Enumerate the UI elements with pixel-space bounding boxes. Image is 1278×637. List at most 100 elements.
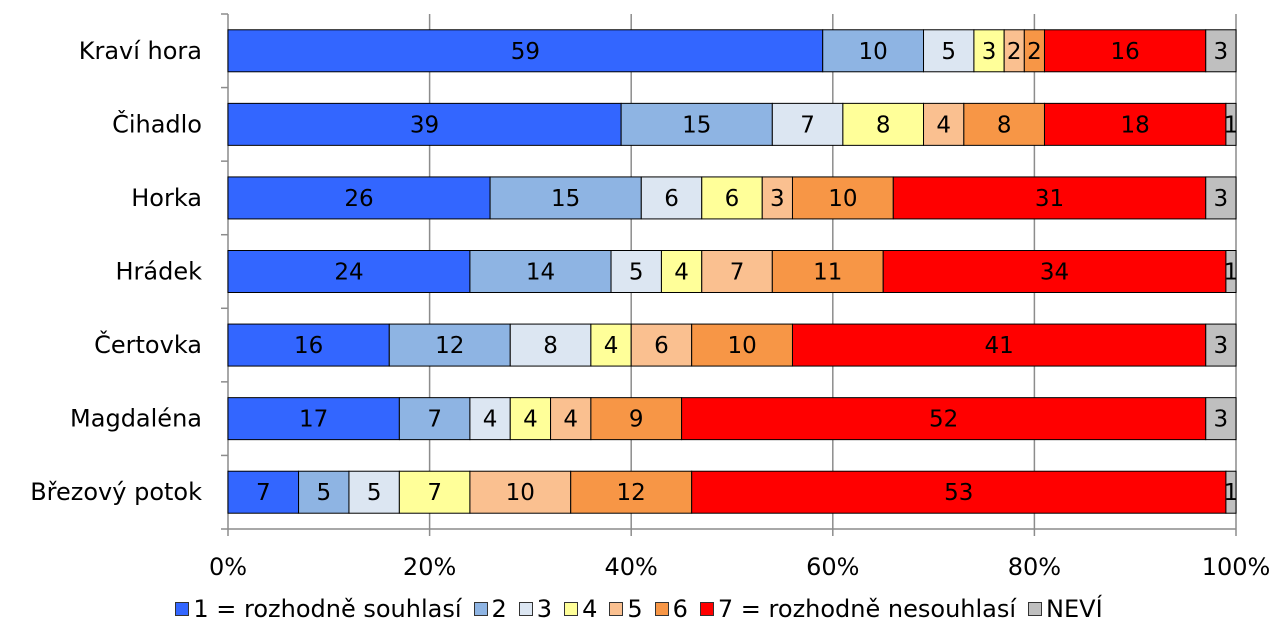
data-label: 16: [294, 333, 323, 359]
data-label: 2: [1007, 39, 1022, 65]
data-label: 4: [483, 407, 498, 433]
bar-segment: [1225, 250, 1237, 293]
data-label: 7: [730, 260, 745, 286]
data-label: 7: [427, 480, 442, 506]
bar-segment: [227, 102, 622, 146]
data-label: 12: [617, 480, 646, 506]
data-label: 8: [997, 112, 1012, 138]
bar-segment: [923, 102, 965, 146]
bar-segment: [791, 323, 1207, 367]
legend-item: 2: [473, 595, 507, 623]
data-label: 24: [334, 260, 363, 286]
bar-segment: [590, 397, 683, 441]
bar-segment: [1225, 102, 1237, 146]
data-label: 8: [876, 112, 891, 138]
data-label: 6: [664, 186, 679, 212]
bar-segment: [469, 250, 612, 293]
data-label: 3: [1214, 39, 1229, 65]
bar-segment: [1205, 176, 1237, 220]
data-label: 16: [1110, 39, 1139, 65]
legend-swatch: [1028, 602, 1043, 616]
legend-label: 1 = rozhodně souhlasí: [193, 595, 462, 623]
data-label: 53: [944, 480, 973, 506]
data-label: 1: [1224, 480, 1239, 506]
data-label: 10: [858, 39, 887, 65]
data-label: 5: [941, 39, 956, 65]
x-tick-label: 100%: [1202, 553, 1271, 581]
bar-segment: [791, 176, 894, 220]
bar-segment: [1205, 397, 1237, 441]
bar-segment: [398, 397, 471, 441]
legend-swatch: [473, 602, 488, 616]
category-label: Čihadlo: [112, 108, 202, 138]
data-label: 1: [1224, 112, 1239, 138]
data-label: 9: [629, 407, 644, 433]
data-label: 10: [828, 186, 857, 212]
data-label: 15: [551, 186, 580, 212]
legend-item: 5: [609, 595, 643, 623]
bar-segment: [469, 470, 572, 514]
bar-segment: [660, 250, 703, 293]
bar-segment: [630, 323, 693, 367]
data-label: 14: [526, 260, 555, 286]
data-label: 39: [410, 112, 439, 138]
legend-swatch: [609, 602, 624, 616]
legend-item: 7 = rozhodně nesouhlasí: [699, 595, 1016, 623]
data-label: 12: [435, 333, 464, 359]
legend-label: 5: [627, 595, 643, 623]
category-label: Hrádek: [115, 258, 202, 286]
bar-segment: [1043, 29, 1207, 73]
data-label: 8: [543, 333, 558, 359]
data-label: 15: [682, 112, 711, 138]
data-label: 6: [654, 333, 669, 359]
bar-segment: [771, 102, 844, 146]
data-label: 4: [604, 333, 619, 359]
data-label: 7: [800, 112, 815, 138]
legend-label: NEVÍ: [1046, 595, 1103, 623]
legend-swatch: [699, 602, 714, 616]
data-label: 3: [770, 186, 785, 212]
data-label: 18: [1121, 112, 1150, 138]
bar-segment: [509, 323, 592, 367]
legend-label: 2: [491, 595, 507, 623]
data-label: 4: [563, 407, 578, 433]
x-tick-label: 40%: [605, 553, 658, 581]
legend-swatch: [175, 602, 190, 616]
data-label: 11: [813, 260, 842, 286]
data-label: 5: [629, 260, 644, 286]
data-label: 10: [727, 333, 756, 359]
legend-item: 1 = rozhodně souhlasí: [175, 595, 462, 623]
data-label: 3: [1214, 333, 1229, 359]
bar-segment: [227, 176, 491, 220]
bar-segment: [469, 397, 511, 441]
legend-item: 3: [518, 595, 552, 623]
x-tick-label: 80%: [1008, 553, 1061, 581]
bar-segment: [842, 102, 925, 146]
data-label: 4: [674, 260, 689, 286]
bar-segment: [570, 470, 693, 514]
bar-segment: [388, 323, 511, 367]
bar-segment: [509, 397, 552, 441]
legend-item: NEVÍ: [1028, 595, 1103, 623]
data-label: 5: [316, 480, 331, 506]
data-label: 3: [982, 39, 997, 65]
x-tick-label: 20%: [403, 553, 456, 581]
bar-segment: [640, 176, 703, 220]
bar-segment: [1205, 29, 1237, 73]
data-label: 7: [427, 407, 442, 433]
data-label: 3: [1214, 186, 1229, 212]
bar-segment: [771, 250, 884, 293]
bar-segment: [1205, 323, 1237, 367]
bar-segment: [298, 470, 350, 514]
bar-segment: [973, 29, 1005, 73]
bar-segment: [620, 102, 773, 146]
data-label: 26: [344, 186, 373, 212]
legend-swatch: [564, 602, 579, 616]
category-label: Čertovka: [94, 329, 202, 359]
data-label: 34: [1040, 260, 1069, 286]
data-label: 59: [511, 39, 540, 65]
bar-segment: [691, 470, 1227, 514]
data-label: 6: [725, 186, 740, 212]
bar-segment: [691, 323, 793, 367]
